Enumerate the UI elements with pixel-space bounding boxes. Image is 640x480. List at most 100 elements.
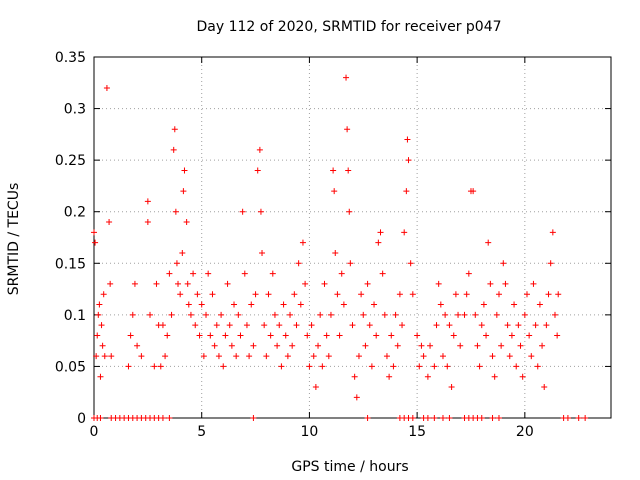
- data-point-marker: [213, 322, 220, 329]
- data-point-marker: [472, 311, 479, 318]
- data-point-marker: [346, 208, 353, 215]
- axis-ticks: 0 5 10 15 20 0 0.05 0.1 0.15 0.2 0.25 0.3 0.35: [55, 50, 611, 440]
- data-point-marker: [403, 188, 410, 195]
- data-point-marker: [340, 301, 347, 308]
- data-point-marker: [295, 260, 302, 267]
- data-point-marker: [344, 126, 351, 133]
- data-point-marker: [463, 291, 470, 298]
- data-point-marker: [173, 260, 180, 267]
- data-point-marker: [511, 301, 518, 308]
- data-point-marker: [534, 363, 541, 370]
- data-point-marker: [310, 353, 317, 360]
- data-point-marker: [332, 249, 339, 256]
- data-point-marker: [233, 353, 240, 360]
- data-point-marker: [159, 322, 166, 329]
- data-point-marker: [256, 146, 263, 153]
- data-point-marker: [171, 126, 178, 133]
- data-point-marker: [248, 301, 255, 308]
- data-point-marker: [151, 363, 158, 370]
- data-point-marker: [375, 239, 382, 246]
- data-point-marker: [351, 373, 358, 380]
- data-point-marker: [439, 415, 446, 421]
- data-point-marker: [218, 311, 225, 318]
- data-point-marker: [388, 332, 395, 339]
- data-point-marker: [327, 311, 334, 318]
- data-point-marker: [353, 394, 360, 401]
- data-point-marker: [470, 188, 477, 195]
- data-point-marker: [159, 415, 166, 421]
- data-point-marker: [435, 280, 442, 287]
- data-point-marker: [528, 353, 535, 360]
- data-point-marker: [284, 353, 291, 360]
- data-point-marker: [446, 415, 453, 421]
- data-point-marker: [282, 332, 289, 339]
- data-point-marker: [183, 219, 190, 226]
- data-point-marker: [506, 353, 513, 360]
- data-point-marker: [427, 342, 434, 349]
- data-point-marker: [308, 322, 315, 329]
- data-point-marker: [390, 363, 397, 370]
- y-tick-label: 0.1: [64, 308, 86, 324]
- data-point-marker: [107, 280, 114, 287]
- data-point-marker: [274, 342, 281, 349]
- data-point-marker: [106, 219, 113, 226]
- data-point-marker: [319, 363, 326, 370]
- data-point-marker: [306, 363, 313, 370]
- data-point-marker: [500, 260, 507, 267]
- data-point-marker: [127, 332, 134, 339]
- data-point-marker: [231, 301, 238, 308]
- data-point-marker: [276, 322, 283, 329]
- data-point-marker: [129, 311, 136, 318]
- data-point-marker: [431, 415, 438, 421]
- data-point-marker: [358, 291, 365, 298]
- data-point-marker: [539, 342, 546, 349]
- data-point-marker: [437, 301, 444, 308]
- data-point-marker: [536, 301, 543, 308]
- data-point-marker: [551, 311, 558, 318]
- data-point-marker: [250, 415, 257, 421]
- data-point-marker: [205, 270, 212, 277]
- y-tick-label: 0.3: [64, 102, 86, 118]
- data-point-marker: [491, 373, 498, 380]
- data-point-marker: [504, 322, 511, 329]
- data-point-marker: [478, 415, 485, 421]
- data-point-marker: [564, 415, 571, 421]
- data-point-marker: [420, 353, 427, 360]
- data-points: [91, 74, 589, 421]
- data-point-marker: [396, 291, 403, 298]
- data-point-marker: [187, 311, 194, 318]
- data-point-marker: [125, 363, 132, 370]
- data-point-marker: [185, 301, 192, 308]
- data-point-marker: [371, 301, 378, 308]
- data-point-marker: [334, 291, 341, 298]
- data-point-marker: [291, 291, 298, 298]
- data-point-marker: [483, 332, 490, 339]
- data-point-marker: [461, 311, 468, 318]
- data-point-marker: [330, 167, 337, 174]
- data-point-marker: [267, 332, 274, 339]
- data-point-marker: [364, 415, 371, 421]
- data-point-marker: [144, 198, 151, 205]
- data-point-marker: [545, 291, 552, 298]
- data-point-marker: [209, 291, 216, 298]
- y-tick-label: 0.35: [55, 50, 86, 66]
- data-point-marker: [190, 270, 197, 277]
- data-point-marker: [364, 280, 371, 287]
- data-point-marker: [478, 322, 485, 329]
- data-point-marker: [498, 342, 505, 349]
- data-point-marker: [383, 353, 390, 360]
- data-point-marker: [181, 167, 188, 174]
- data-point-marker: [157, 363, 164, 370]
- data-point-marker: [211, 342, 218, 349]
- data-point-marker: [431, 363, 438, 370]
- data-point-marker: [343, 74, 350, 81]
- data-point-marker: [235, 311, 242, 318]
- data-point-marker: [93, 353, 100, 360]
- data-point-marker: [222, 332, 229, 339]
- x-tick-label: 0: [90, 424, 99, 440]
- data-point-marker: [555, 291, 562, 298]
- data-point-marker: [457, 342, 464, 349]
- data-point-marker: [360, 311, 367, 318]
- data-point-marker: [323, 332, 330, 339]
- data-point-marker: [243, 322, 250, 329]
